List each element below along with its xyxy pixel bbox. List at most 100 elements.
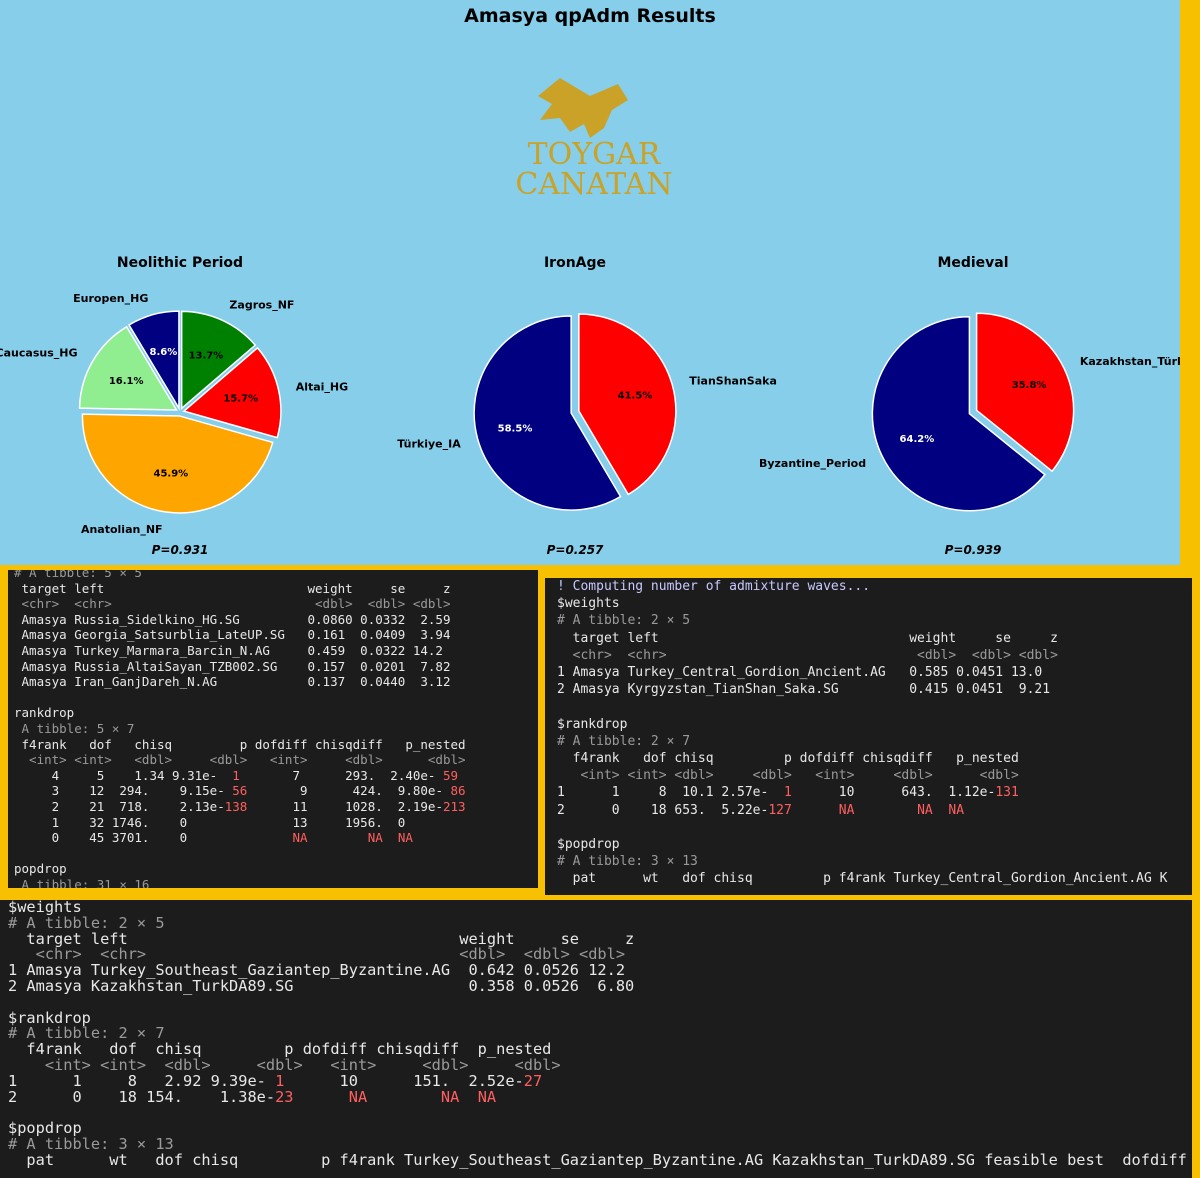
console-text: # A tibble: 2 × 7 [557,733,691,749]
console-line: 1 1 8 10.1 2.57e- 1 10 643. 1.12e-131 [557,784,1192,801]
console-line: pat wt dof chisq p f4rank Turkey_Central… [557,870,1192,887]
console-text: $weights [557,596,620,612]
console-text: 1 Amasya Turkey_Southeast_Gaziantep_Byza… [8,961,626,980]
console-line: 2 0 18 653. 5.22e-127 NA NA NA [557,802,1192,819]
console-text: 3 12 294. 9.15e- [14,783,225,799]
console-text: f4rank dof chisq p dofdiff chisqdiff p_n… [557,751,1019,767]
console-line: # A tibble: 2 × 5 [8,913,1192,932]
console-line: $popdrop [8,1120,1192,1137]
pie-slice [128,310,180,411]
console-line: A tibble: 31 × 16 [14,877,538,888]
slice-percent: 8.6% [150,347,178,358]
console-text: $weights [8,900,82,916]
pie-slice [180,310,257,410]
slice-percent: 15.7% [223,394,258,405]
console-line: # A tibble: 3 × 13 [8,1136,1192,1153]
console-line: 1 32 1746. 0 13 1956. 0 [14,815,538,831]
console-line: 1 Amasya Turkey_Southeast_Gaziantep_Byza… [8,961,1192,980]
console-text: <int> <int> <dbl> <dbl> <int> <dbl> <dbl… [14,752,466,768]
console-text: <chr> <chr> <dbl> <dbl> <dbl> [14,596,451,612]
console-text: # A tibble: 2 × 5 [557,613,691,629]
console-text: Amasya Georgia_Satsurblia_LateUP.SG 0.16… [14,627,451,643]
console-text: popdrop [14,861,67,877]
slice-percent: 13.7% [189,350,224,361]
console-text: rankdrop [14,705,75,721]
pie-slice [182,346,282,439]
console-text: 2 Amasya Kyrgyzstan_TianShan_Saka.SG 0.4… [557,682,1051,698]
console-text: <chr> <chr> <dbl> <dbl> <dbl> [8,945,626,964]
pie-slice [473,315,622,511]
console-text: ! Computing number of admixture waves... [557,579,871,594]
console-text [14,846,22,861]
console-line: $rankdrop [8,1008,1192,1027]
slice-percent: 35.8% [1012,380,1047,391]
console-panel: $weights # A tibble: 2 × 5 target left we… [0,900,1192,1178]
console-line: 3 12 294. 9.15e- 56 9 424. 9.80e- 86 [14,783,538,799]
console-text: 1 1 8 2.92 9.39e- [8,1071,266,1090]
chart: Amasya qpAdm Results TOYGAR CANATAN Neol… [0,5,1185,557]
console-text: NA NA [917,802,965,818]
chart-area: Amasya qpAdm Results TOYGAR CANATAN Neol… [0,0,1185,565]
console-text: 86 [442,783,466,799]
console-line [14,846,538,862]
console-text: 56 [224,783,248,799]
console-text: NA NA [440,1087,497,1106]
console-line [8,995,1192,1011]
logo-text: TOYGAR [528,137,662,172]
console-text: 0 45 3701. 0 [14,830,293,846]
console-text [14,690,22,705]
console-line: $weights [8,900,1192,916]
slice-label: Europen_HG [73,292,148,305]
console-line: $rankdrop [557,716,1192,733]
console-line: f4rank dof chisq p dofdiff chisqdiff p_n… [14,737,538,753]
console-text: NA [292,830,308,846]
console-line: Amasya Georgia_Satsurblia_LateUP.SG 0.16… [14,627,538,643]
p-value: P=0.939 [945,543,1002,557]
console-text: NA [348,1087,368,1106]
p-value: P=0.257 [547,543,604,557]
console-text: # A tibble: 2 × 7 [8,1024,165,1043]
console-text: A tibble: 31 × 16 [14,876,150,888]
console-line: f4rank dof chisq p dofdiff chisqdiff p_n… [557,750,1192,767]
pie-slice [81,413,274,514]
console-text: 213 [442,798,466,814]
console-line: Amasya Turkey_Marmara_Barcin_N.AG 0.459 … [14,643,538,659]
console-text: target left weight se z [557,630,1058,646]
console-text [308,830,368,845]
console-line: # A tibble: 2 × 7 [557,733,1192,750]
pie-slice [78,325,178,411]
console-line: f4rank dof chisq p dofdiff chisqdiff p_n… [8,1040,1192,1059]
console-text: 10 643. 1.12e- [791,785,996,801]
logo: TOYGAR CANATAN [515,78,673,202]
console-text: 27 [523,1071,543,1090]
console-line [8,1105,1192,1121]
console-text: # A tibble: 2 × 5 [8,913,165,932]
chart-title: Medieval [937,255,1008,271]
console-text: Amasya Turkey_Marmara_Barcin_N.AG 0.459 … [14,642,443,658]
slice-label: Byzantine_Period [759,457,866,470]
slice-percent: 16.1% [109,376,144,387]
console-line: 2 21 718. 2.13e-138 11 1028. 2.19e-213 [14,799,538,815]
console-text: 2 Amasya Kazakhstan_TurkDA89.SG 0.358 0.… [8,976,635,995]
console-text: f4rank dof chisq p dofdiff chisqdiff p_n… [8,1040,552,1059]
chart-title: Neolithic Period [117,255,243,271]
console-text: 1 [768,785,792,801]
console-text: NA NA [367,830,413,846]
wolf-icon [538,78,628,138]
console-line: # A tibble: 2 × 7 [8,1024,1192,1043]
console-text: <chr> <chr> <dbl> <dbl> <dbl> [557,647,1058,663]
console-text: <int> <int> <dbl> <dbl> <int> <dbl> <dbl… [8,1055,561,1074]
slice-percent: 58.5% [498,423,533,434]
console-line: # A tibble: 2 × 5 [557,612,1192,629]
console-text: NA [838,802,855,818]
console-text: 1 32 1746. 0 13 1956. 0 [14,814,406,830]
console-text: $rankdrop [8,1008,91,1027]
slice-label: TianShanSaka [689,375,777,388]
console-text: 1 [265,1071,285,1090]
console-text: $rankdrop [557,716,628,732]
console-line: rankdrop [14,705,538,721]
console-text: <int> <int> <dbl> <dbl> <int> <dbl> <dbl… [557,768,1019,784]
slice-label: Anatolian_NF [81,523,163,536]
slice-label: Türkiye_IA [397,437,461,450]
